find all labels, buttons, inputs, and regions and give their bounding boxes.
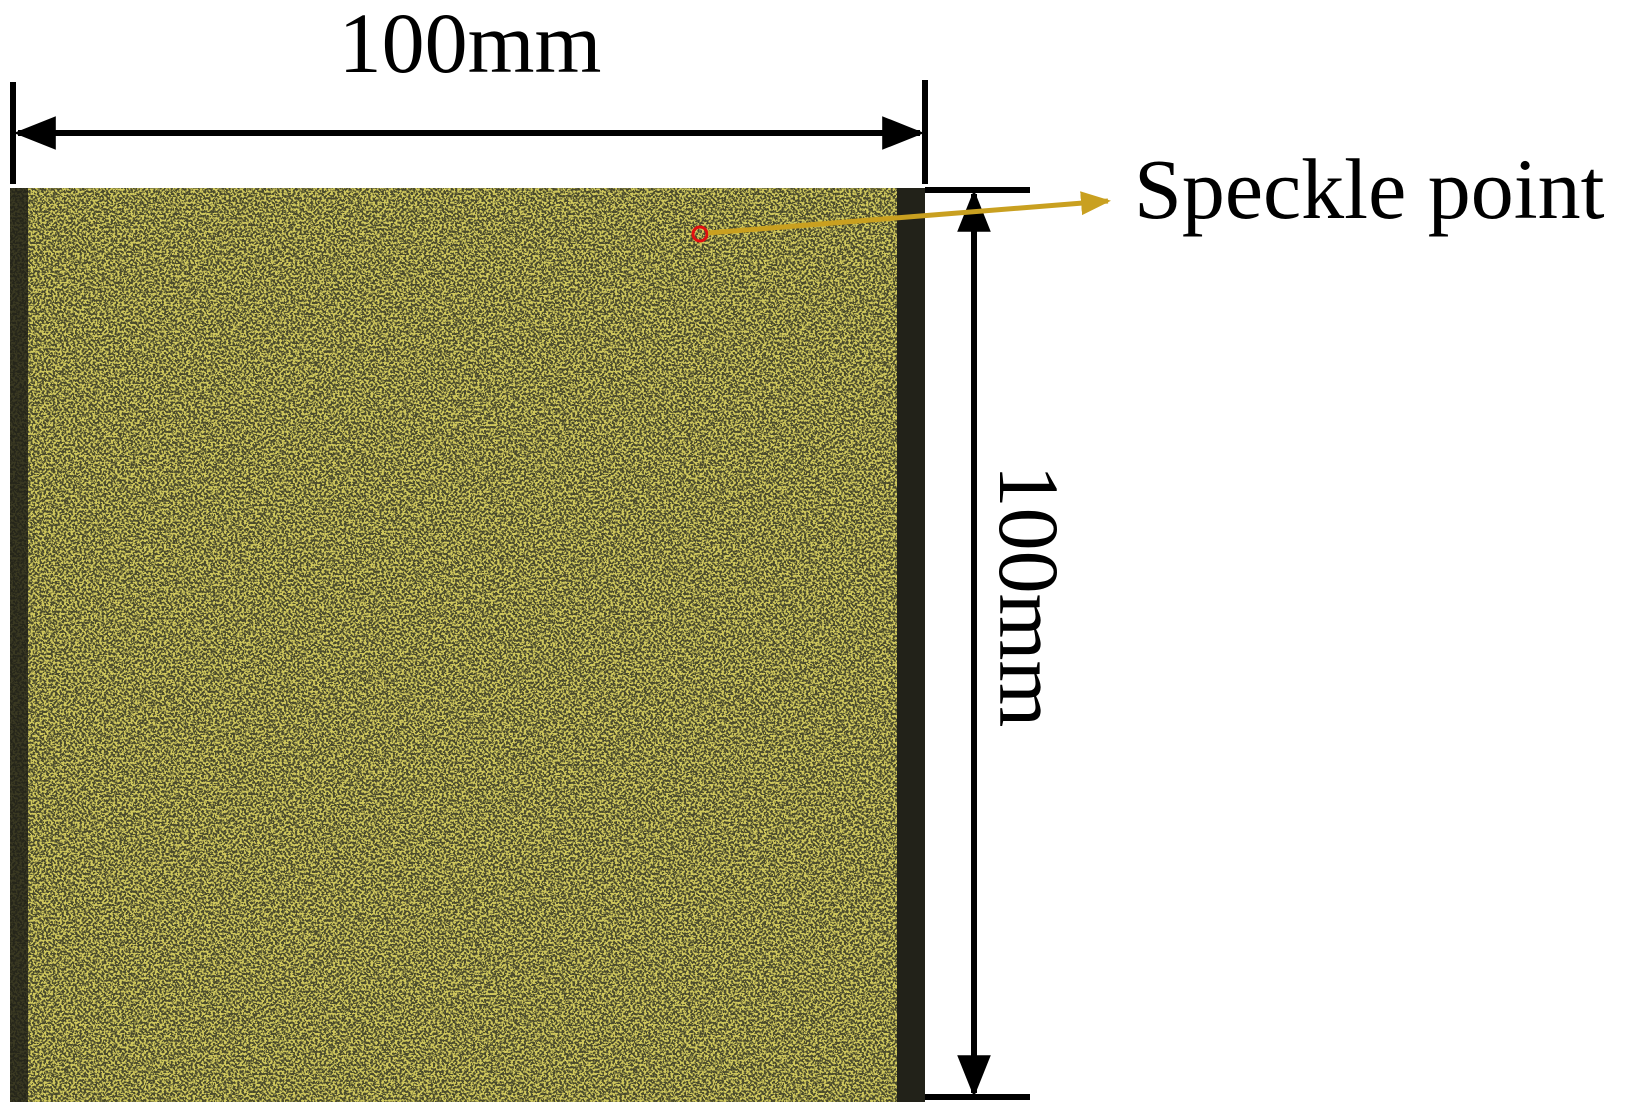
height-label: 100mm — [981, 465, 1077, 728]
speckle-annotation — [691, 191, 1111, 243]
speckle-label: Speckle point — [1134, 141, 1605, 237]
width-label: 100mm — [339, 0, 602, 91]
height-dimension — [925, 187, 1030, 1100]
specimen — [10, 188, 925, 1102]
width-dimension — [10, 80, 928, 184]
